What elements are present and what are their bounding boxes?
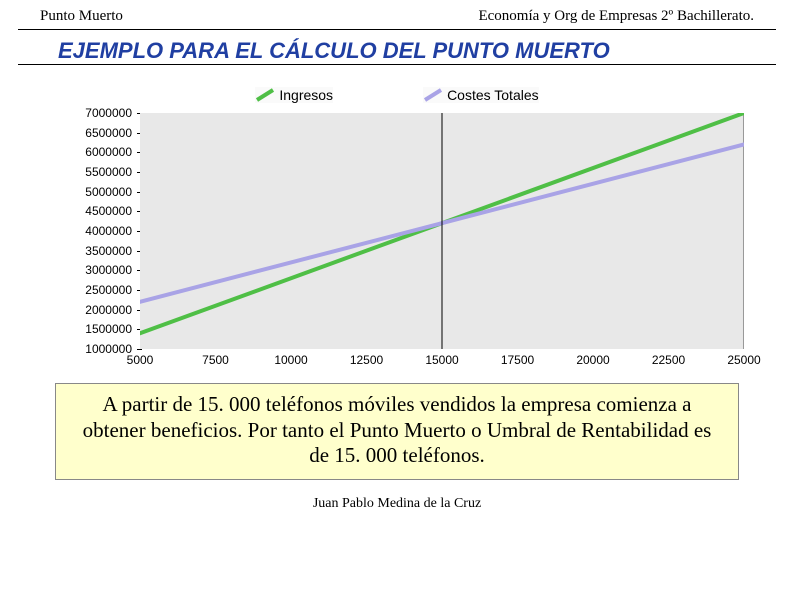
legend-label-ingresos: Ingresos — [279, 87, 333, 103]
y-tick-label: 4000000 — [85, 224, 132, 238]
y-axis-labels: 1000000 1500000 2000000 2500000 3000000 35000… — [50, 113, 136, 369]
header-left: Punto Muerto — [40, 8, 123, 25]
legend-item-costes: Costes Totales — [423, 87, 539, 103]
y-tick-label: 5000000 — [85, 185, 132, 199]
x-tick-label: 5000 — [127, 353, 154, 367]
x-axis-labels: 5000750010000125001500017500200002250025… — [140, 353, 744, 369]
x-tick-label: 22500 — [652, 353, 685, 367]
x-tick-label: 17500 — [501, 353, 534, 367]
chart-plot — [140, 113, 744, 349]
y-tick-label: 2500000 — [85, 283, 132, 297]
y-tick-label: 3500000 — [85, 244, 132, 258]
header-right: Economía y Org de Empresas 2º Bachillera… — [478, 8, 754, 25]
x-tick-label: 10000 — [274, 353, 307, 367]
callout-box: A partir de 15. 000 teléfonos móviles ve… — [55, 383, 739, 480]
legend-swatch-ingresos — [255, 88, 275, 102]
page-title: EJEMPLO PARA EL CÁLCULO DEL PUNTO MUERTO — [18, 30, 776, 65]
y-tick-label: 6500000 — [85, 126, 132, 140]
chart-area: 1000000 1500000 2000000 2500000 3000000 35000… — [50, 113, 744, 369]
x-tick-label: 20000 — [576, 353, 609, 367]
x-tick-label: 12500 — [350, 353, 383, 367]
y-tick-label: 7000000 — [85, 106, 132, 120]
x-tick-label: 25000 — [727, 353, 760, 367]
y-tick-label: 5500000 — [85, 165, 132, 179]
legend-label-costes: Costes Totales — [447, 87, 539, 103]
y-tick-label: 6000000 — [85, 145, 132, 159]
y-tick-label: 3000000 — [85, 263, 132, 277]
chart-container: Ingresos Costes Totales 1000000 1500000 20… — [50, 87, 744, 369]
x-tick-label: 7500 — [202, 353, 229, 367]
legend-swatch-costes — [423, 88, 443, 102]
y-tick-label: 4500000 — [85, 204, 132, 218]
footer-author: Juan Pablo Medina de la Cruz — [0, 496, 794, 512]
y-tick-label: 2000000 — [85, 303, 132, 317]
legend-item-ingresos: Ingresos — [255, 87, 333, 103]
x-tick-label: 15000 — [425, 353, 458, 367]
chart-legend: Ingresos Costes Totales — [50, 87, 744, 103]
header: Punto Muerto Economía y Org de Empresas … — [18, 0, 776, 30]
y-tick-label: 1500000 — [85, 322, 132, 336]
y-tick-label: 1000000 — [85, 342, 132, 356]
